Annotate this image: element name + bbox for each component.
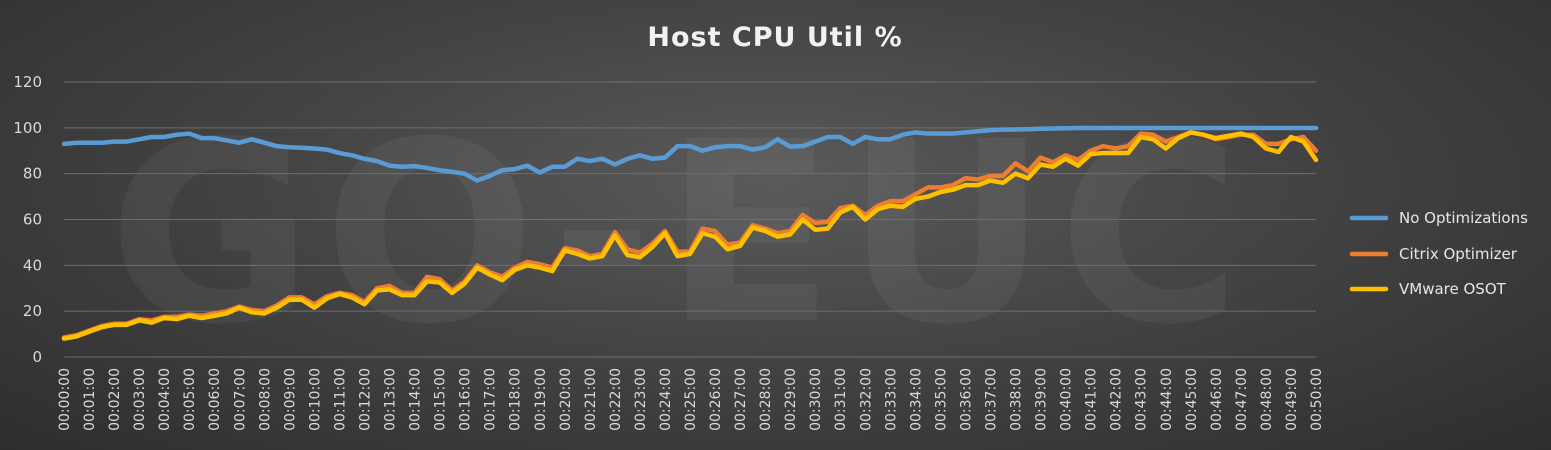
x-tick-label: 00:38:00: [1009, 368, 1025, 431]
x-tick-label: 00:27:00: [733, 368, 749, 431]
x-tick-label: 00:15:00: [433, 368, 449, 431]
x-tick-label: 00:12:00: [357, 368, 373, 431]
x-tick-label: 00:34:00: [908, 368, 924, 431]
x-tick-label: 00:17:00: [483, 368, 499, 431]
x-tick-label: 00:22:00: [608, 368, 624, 431]
x-tick-label: 00:46:00: [1209, 368, 1225, 431]
x-tick-label: 00:25:00: [683, 368, 699, 431]
x-tick-label: 00:08:00: [257, 368, 273, 431]
x-tick-label: 00:14:00: [408, 368, 424, 431]
x-tick-label: 00:06:00: [207, 368, 223, 431]
x-tick-label: 00:29:00: [783, 368, 799, 431]
x-tick-label: 00:21:00: [583, 368, 599, 431]
x-tick-label: 00:24:00: [658, 368, 674, 431]
x-tick-label: 00:23:00: [633, 368, 649, 431]
x-tick-label: 00:30:00: [808, 368, 824, 431]
x-tick-label: 00:42:00: [1109, 368, 1125, 431]
chart-title: Host CPU Util %: [647, 22, 902, 53]
x-tick-label: 00:03:00: [132, 368, 148, 431]
series-line-no-optimizations: [61, 125, 1319, 183]
x-tick-label: 00:10:00: [307, 368, 323, 431]
legend-item: VMware OSOT: [1349, 280, 1507, 298]
x-tick-label: 00:26:00: [708, 368, 724, 431]
x-tick-label: 00:45:00: [1184, 368, 1200, 431]
x-tick-label: 00:35:00: [933, 368, 949, 431]
legend-label: Citrix Optimizer: [1399, 245, 1518, 263]
x-tick-label: 00:31:00: [833, 368, 849, 431]
series-line-vmware-osot: [61, 130, 1319, 341]
x-tick-label: 00:07:00: [232, 368, 248, 431]
x-tick-label: 00:49:00: [1284, 368, 1300, 431]
x-tick-label: 00:47:00: [1234, 368, 1250, 431]
x-tick-label: 00:48:00: [1259, 368, 1275, 431]
legend-item: No Optimizations: [1349, 209, 1528, 227]
y-tick-label: 80: [23, 165, 42, 183]
legend-item: Citrix Optimizer: [1349, 245, 1518, 263]
legend-label: VMware OSOT: [1399, 280, 1507, 298]
y-tick-label: 40: [23, 256, 42, 274]
x-tick-label: 00:33:00: [883, 368, 899, 431]
x-tick-label: 00:28:00: [758, 368, 774, 431]
x-tick-label: 00:11:00: [332, 368, 348, 431]
x-tick-label: 00:43:00: [1134, 368, 1150, 431]
x-tick-label: 00:00:00: [57, 368, 73, 431]
y-tick-label: 120: [13, 73, 42, 91]
x-tick-label: 00:41:00: [1084, 368, 1100, 431]
x-tick-label: 00:04:00: [157, 368, 173, 431]
legend: No Optimizations Citrix Optimizer VMware O…: [1349, 209, 1528, 298]
x-tick-label: 00:50:00: [1309, 368, 1325, 431]
y-tick-label: 100: [13, 119, 42, 137]
x-tick-label: 00:13:00: [383, 368, 399, 431]
x-tick-label: 00:16:00: [458, 368, 474, 431]
x-tick-label: 00:18:00: [508, 368, 524, 431]
watermark: GO-EUC: [108, 88, 1251, 379]
x-tick-label: 00:44:00: [1159, 368, 1175, 431]
x-tick-label: 00:09:00: [282, 368, 298, 431]
x-tick-label: 00:36:00: [958, 368, 974, 431]
series-lines: [61, 125, 1319, 341]
x-tick-label: 00:02:00: [107, 368, 123, 431]
y-tick-label: 20: [23, 302, 42, 320]
x-tick-label: 00:01:00: [82, 368, 98, 431]
x-tick-label: 00:05:00: [182, 368, 198, 431]
x-tick-label: 00:37:00: [983, 368, 999, 431]
legend-label: No Optimizations: [1399, 209, 1528, 227]
x-axis-ticks: 00:00:00 00:01:00 00:02:00 00:03:00 00:04:00…: [57, 368, 1325, 431]
y-tick-label: 0: [32, 348, 42, 366]
x-tick-label: 00:39:00: [1034, 368, 1050, 431]
x-tick-label: 00:32:00: [858, 368, 874, 431]
y-axis-ticks: 0 20 40 60 80 100 120: [13, 73, 42, 366]
x-tick-label: 00:20:00: [558, 368, 574, 431]
y-tick-label: 60: [23, 211, 42, 229]
x-tick-label: 00:40:00: [1059, 368, 1075, 431]
x-tick-label: 00:19:00: [533, 368, 549, 431]
